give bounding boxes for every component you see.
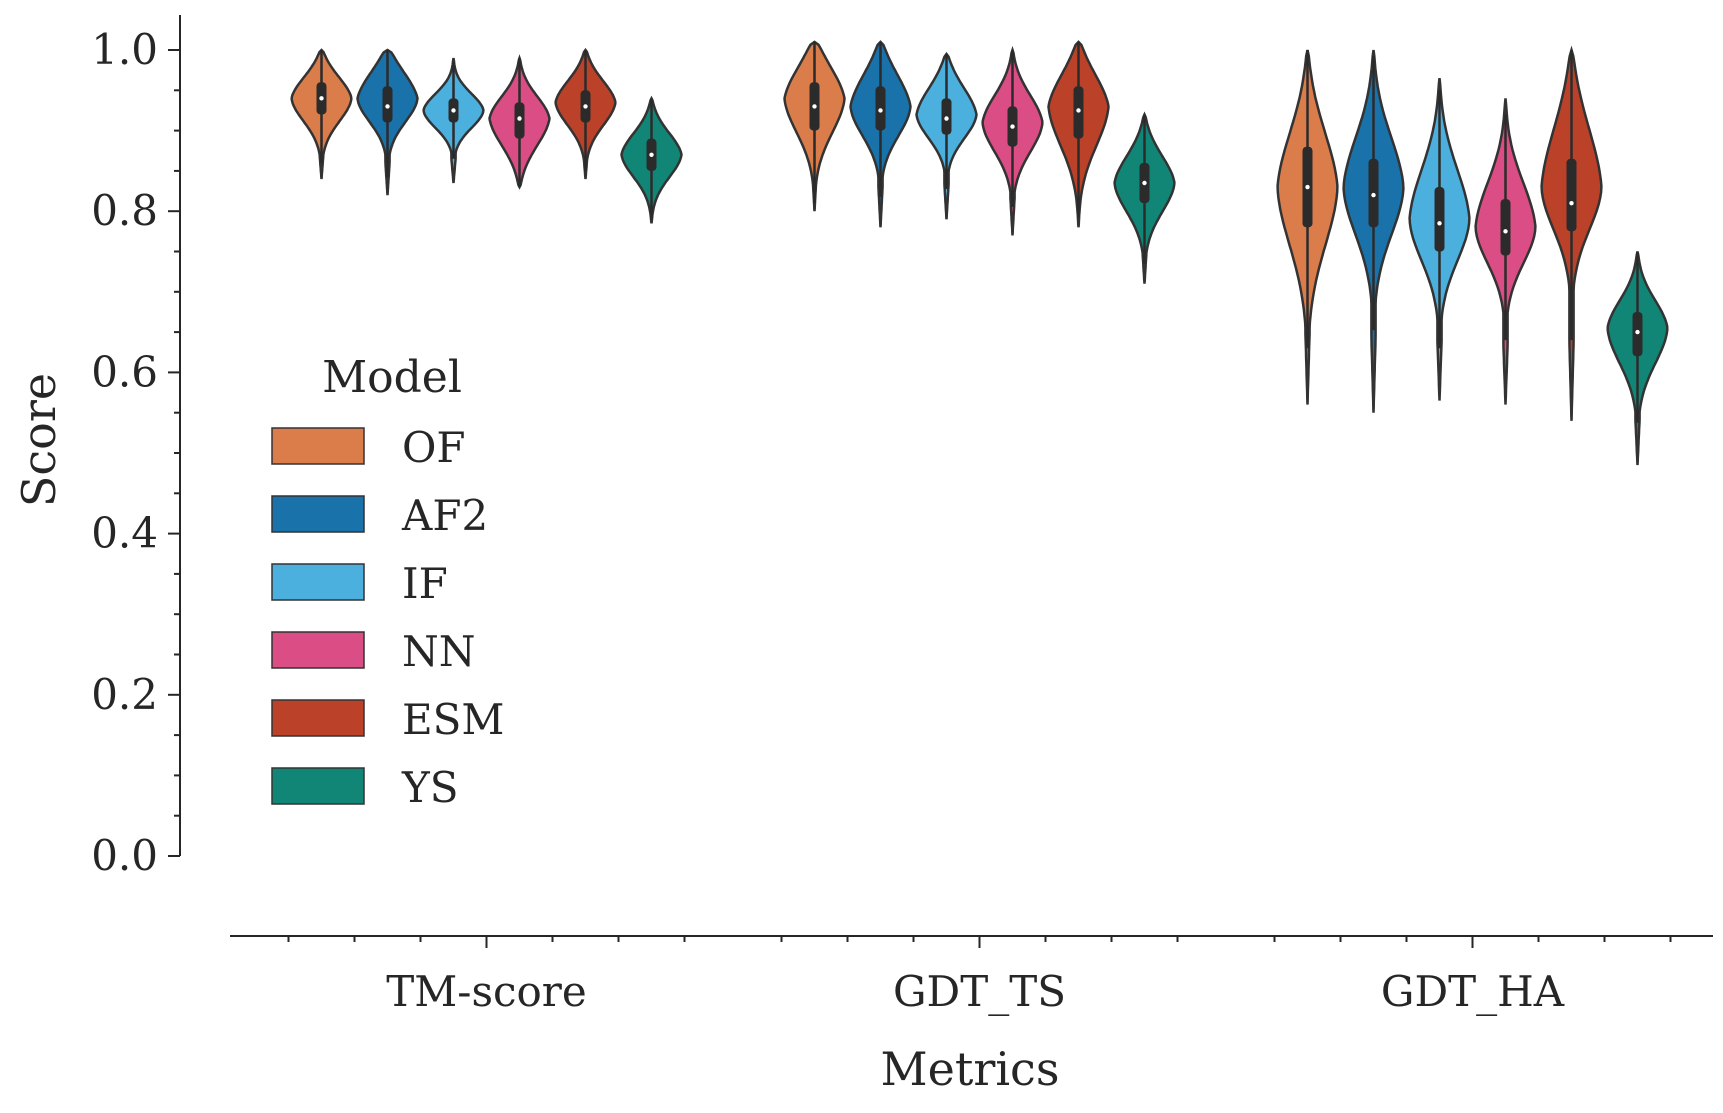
violin-NN-TM-score	[488, 54, 551, 190]
violin-OF-GDT_TS	[783, 40, 846, 212]
violin-median	[1305, 184, 1310, 190]
legend-title: Model	[322, 352, 462, 403]
violin-ESM-GDT_TS	[1047, 40, 1110, 228]
legend-item: ESM	[271, 695, 504, 744]
y-tick-label: 0.6	[91, 347, 158, 396]
y-tick-label: 0.4	[91, 509, 158, 558]
violin-median	[1010, 124, 1015, 129]
violin-median	[1437, 221, 1442, 226]
y-axis-title: Score	[12, 373, 66, 507]
x-axis-title: Metrics	[881, 1042, 1060, 1096]
violin-IF-GDT_HA	[1408, 78, 1471, 401]
violin-YS-GDT_HA	[1606, 251, 1669, 466]
legend-label: IF	[402, 559, 448, 608]
violin-iqr-box	[1500, 199, 1511, 256]
y-tick-label: 0.8	[91, 186, 158, 235]
legend-swatch	[271, 427, 365, 465]
violin-median	[878, 108, 883, 113]
violin-AF2-GDT_HA	[1342, 49, 1405, 413]
violin-NN-GDT_TS	[981, 45, 1044, 236]
violin-median	[1635, 329, 1640, 335]
violin-median	[517, 116, 522, 121]
violin-median	[812, 104, 817, 109]
legend-label: ESM	[402, 695, 504, 744]
legend-item: NN	[271, 627, 476, 676]
legend-item: IF	[271, 559, 448, 608]
violins	[290, 40, 1669, 466]
legend-label: NN	[402, 627, 476, 676]
violin-IF-TM-score	[422, 57, 485, 184]
violin-OF-TM-score	[290, 48, 353, 180]
legend: Model OF AF2 IF NN ESM YS	[271, 352, 504, 812]
violin-IF-GDT_TS	[915, 51, 978, 220]
violin-median	[944, 116, 949, 121]
x-tick-label: TM-score	[386, 967, 587, 1016]
legend-swatch	[271, 767, 365, 805]
violin-iqr-box	[1434, 187, 1445, 252]
legend-swatch	[271, 699, 365, 737]
legend-item: OF	[271, 423, 466, 472]
legend-label: YS	[401, 763, 459, 812]
y-axis: 0.0 0.2 0.4 0.6 0.8 1.0	[91, 15, 181, 880]
legend-swatch	[271, 631, 365, 669]
violin-YS-GDT_TS	[1113, 111, 1176, 284]
y-tick-label: 1.0	[91, 25, 158, 74]
violin-YS-TM-score	[620, 95, 683, 224]
y-tick-label: 0.2	[91, 670, 158, 719]
y-tick-label: 0.0	[91, 831, 158, 880]
legend-item: AF2	[271, 491, 488, 540]
violin-NN-GDT_HA	[1474, 98, 1537, 405]
violin-median	[1142, 180, 1147, 186]
legend-label: AF2	[401, 491, 488, 540]
violin-ESM-GDT_HA	[1540, 45, 1603, 421]
violin-median	[1503, 229, 1508, 234]
violin-median	[451, 108, 456, 113]
violin-median	[583, 104, 588, 109]
violin-median	[649, 152, 654, 157]
violin-ESM-TM-score	[554, 47, 617, 180]
violin-iqr-box	[1566, 158, 1577, 232]
x-axis: TM-score GDT_TS GDT_HA	[230, 935, 1713, 1016]
violin-median	[385, 104, 390, 109]
legend-swatch	[271, 563, 365, 601]
violin-median	[1371, 192, 1376, 198]
legend-label: OF	[402, 423, 466, 472]
legend-swatch	[271, 495, 365, 533]
violin-median	[319, 96, 324, 101]
violin-AF2-GDT_TS	[849, 40, 912, 228]
violin-OF-GDT_HA	[1276, 49, 1339, 405]
violin-AF2-TM-score	[356, 48, 419, 196]
violin-median	[1569, 200, 1574, 206]
legend-item: YS	[271, 763, 459, 812]
x-tick-label: GDT_HA	[1381, 967, 1565, 1016]
violin-median	[1076, 108, 1081, 113]
x-tick-label: GDT_TS	[893, 967, 1066, 1016]
